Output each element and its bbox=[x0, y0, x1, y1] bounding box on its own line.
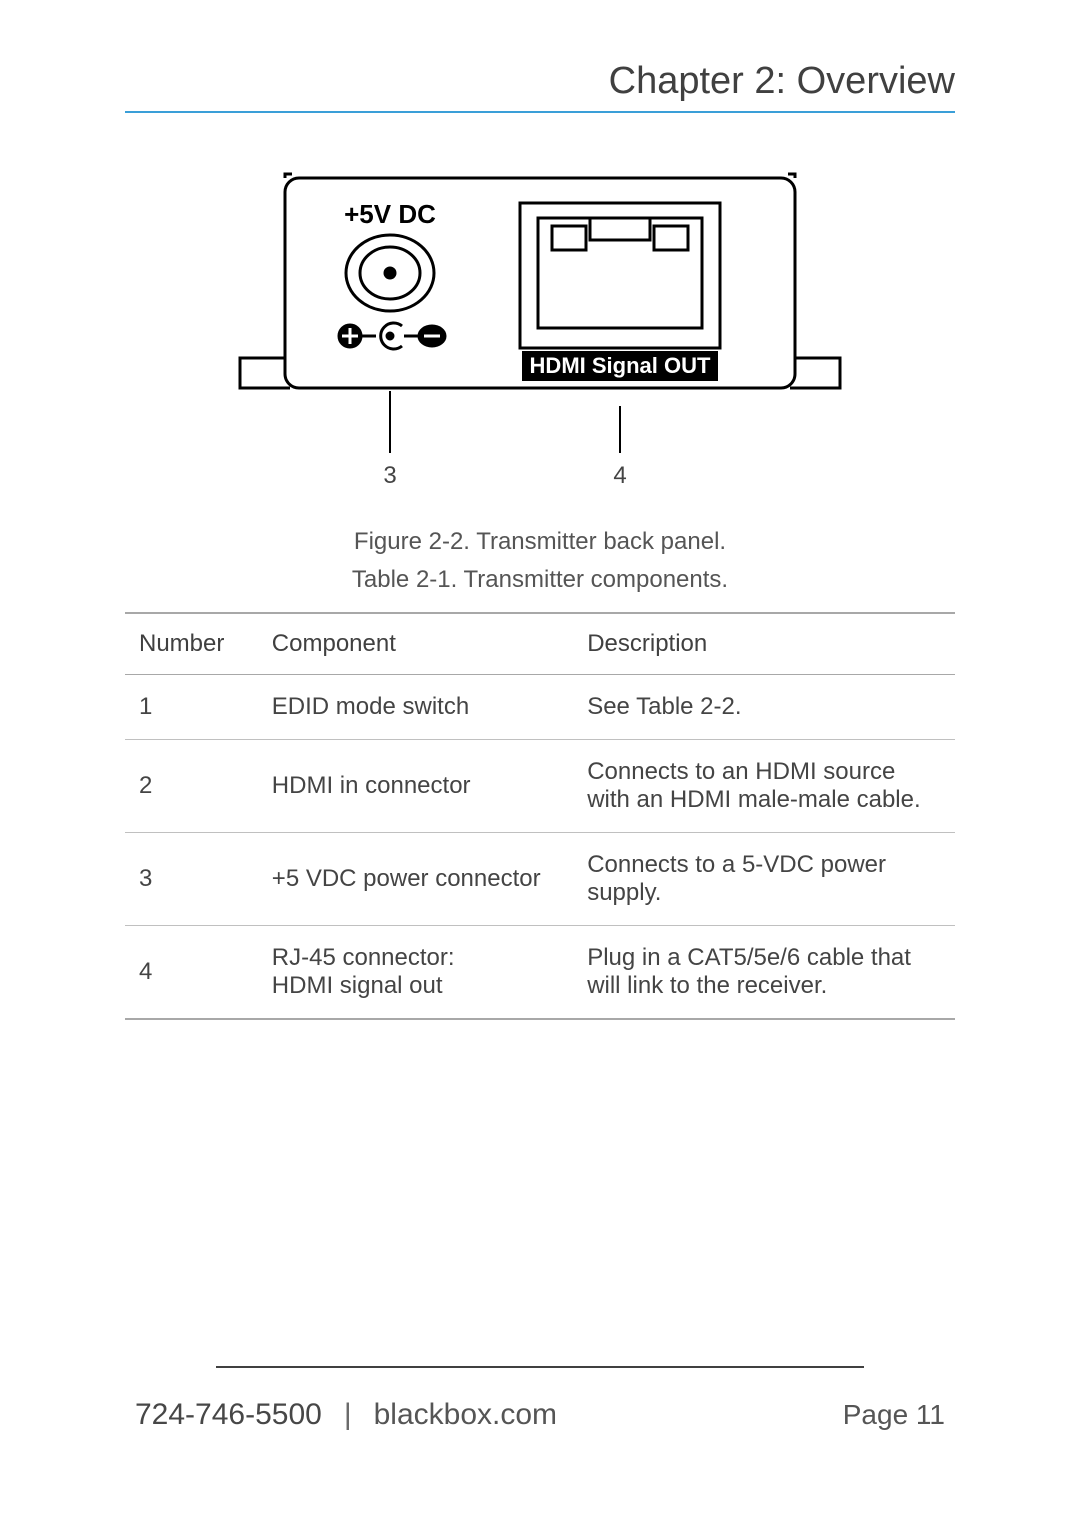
cell-description: Connects to a 5-VDC power supply. bbox=[573, 833, 955, 926]
callout-number-4: 4 bbox=[613, 462, 626, 489]
table-header-row: Number Component Description bbox=[125, 613, 955, 675]
cell-number: 2 bbox=[125, 740, 258, 833]
footer-left-group: 724-746-5500 | blackbox.com bbox=[135, 1398, 557, 1432]
page-root: Chapter 2: Overview +5V DC bbox=[0, 0, 1080, 1527]
cell-number: 3 bbox=[125, 833, 258, 926]
footer-line: 724-746-5500 | blackbox.com Page 11 bbox=[125, 1398, 955, 1432]
hdmi-label-text: HDMI Signal OUT bbox=[530, 353, 711, 378]
cell-description: Connects to an HDMI source with an HDMI … bbox=[573, 740, 955, 833]
power-label-text: +5V DC bbox=[344, 199, 436, 229]
transmitter-back-panel-diagram: +5V DC bbox=[230, 168, 850, 498]
table-row: 3 +5 VDC power connector Connects to a 5… bbox=[125, 833, 955, 926]
table-row: 2 HDMI in connector Connects to an HDMI … bbox=[125, 740, 955, 833]
cell-number: 1 bbox=[125, 675, 258, 740]
footer-rule bbox=[216, 1366, 863, 1368]
rj45-port-icon bbox=[520, 203, 720, 348]
diagram-container: +5V DC bbox=[125, 168, 955, 498]
page-footer: 724-746-5500 | blackbox.com Page 11 bbox=[125, 1366, 955, 1432]
callout-number-3: 3 bbox=[383, 462, 396, 489]
cell-component: EDID mode switch bbox=[258, 675, 573, 740]
components-table: Number Component Description 1 EDID mode… bbox=[125, 612, 955, 1020]
footer-page-number: Page 11 bbox=[843, 1399, 945, 1431]
chapter-title: Chapter 2: Overview bbox=[125, 60, 955, 113]
footer-phone: 724-746-5500 bbox=[135, 1398, 322, 1432]
footer-divider: | bbox=[344, 1398, 352, 1432]
figure-caption: Figure 2-2. Transmitter back panel. bbox=[125, 528, 955, 556]
cell-number: 4 bbox=[125, 926, 258, 1020]
cell-component: HDMI in connector bbox=[258, 740, 573, 833]
col-header-description: Description bbox=[573, 613, 955, 675]
table-caption: Table 2-1. Transmitter components. bbox=[125, 566, 955, 594]
cell-description: See Table 2-2. bbox=[573, 675, 955, 740]
cell-component: +5 VDC power connector bbox=[258, 833, 573, 926]
col-header-number: Number bbox=[125, 613, 258, 675]
col-header-component: Component bbox=[258, 613, 573, 675]
table-row: 4 RJ-45 connector:HDMI signal out Plug i… bbox=[125, 926, 955, 1020]
cell-description: Plug in a CAT5/5e/6 cable that will link… bbox=[573, 926, 955, 1020]
footer-site: blackbox.com bbox=[374, 1398, 557, 1432]
cell-component: RJ-45 connector:HDMI signal out bbox=[258, 926, 573, 1020]
table-row: 1 EDID mode switch See Table 2-2. bbox=[125, 675, 955, 740]
power-jack-icon bbox=[346, 235, 434, 311]
